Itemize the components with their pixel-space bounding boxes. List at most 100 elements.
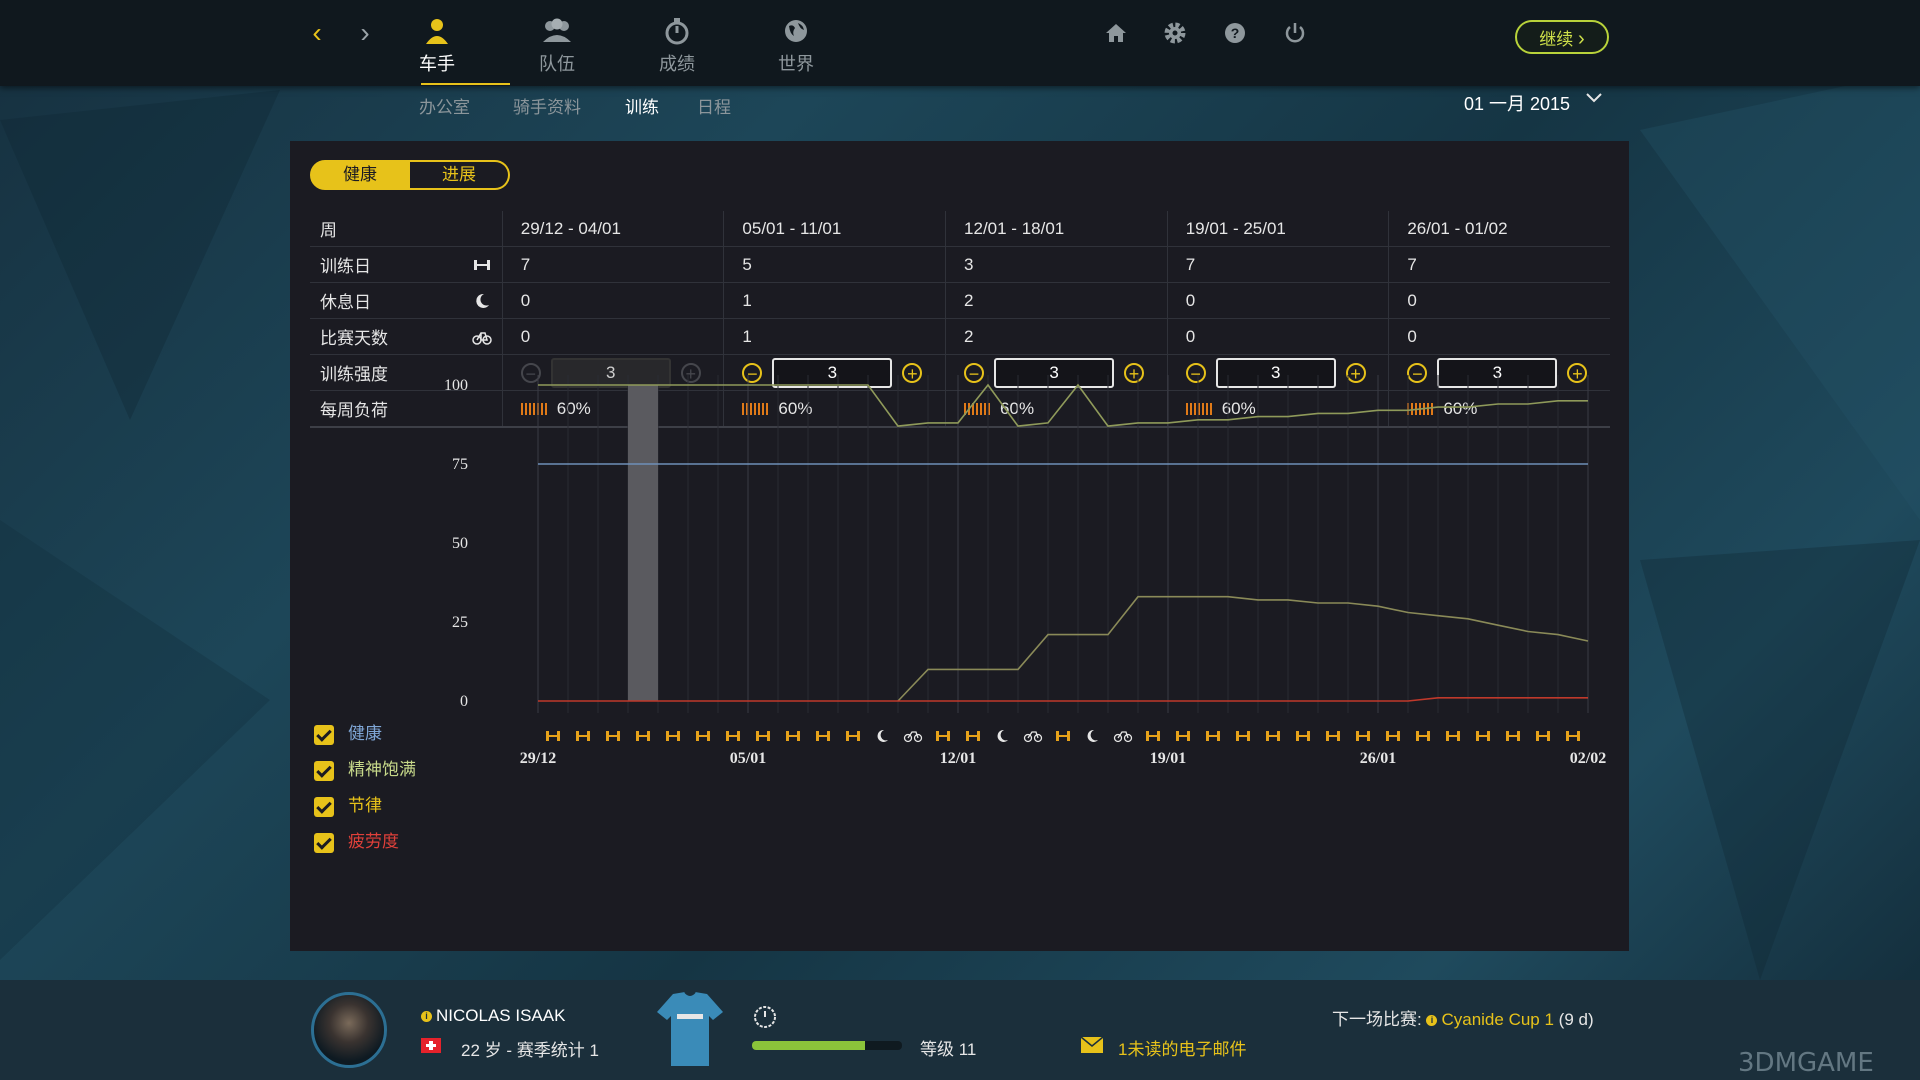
minus-icon[interactable]: − (964, 362, 985, 383)
race-days-value: 1 (723, 318, 946, 355)
active-tab-indicator (421, 83, 510, 85)
rest-days-value: 0 (501, 282, 724, 319)
dumbbell-icon (636, 731, 650, 741)
next-race-label: 下一场比赛: (1332, 1010, 1422, 1029)
rest-days-value: 0 (1388, 282, 1610, 319)
dumbbell-icon (1056, 731, 1070, 741)
plus-icon[interactable]: + (680, 362, 701, 383)
row-label-weekly-load: 每周负荷 (310, 390, 503, 428)
next-race-link[interactable]: Cyanide Cup 1 (1441, 1010, 1554, 1029)
info-icon: i (421, 1011, 432, 1023)
plus-icon[interactable]: + (1124, 362, 1145, 383)
forward-arrow-icon[interactable]: › (360, 17, 370, 48)
continue-label: 继续 (1539, 30, 1574, 49)
legend-label: 健康 (348, 724, 382, 743)
table-row: 周 29/12 - 04/01 05/01 - 11/01 12/01 - 18… (310, 211, 1610, 247)
dumbbell-icon (1266, 731, 1280, 741)
x-tick-label: 12/01 (940, 750, 976, 767)
training-days-value: 7 (1388, 246, 1610, 283)
row-label: 比赛天数 (320, 329, 388, 348)
dumbbell-icon (936, 731, 950, 741)
week-range: 12/01 - 18/01 (945, 211, 1168, 247)
race-days-value: 2 (945, 318, 1168, 355)
table-row: 每周负荷 60% 60% 60% 60% 60% (310, 390, 1610, 428)
load-value: 60% (778, 398, 813, 418)
week-range: 19/01 - 25/01 (1166, 211, 1389, 247)
moon-icon (476, 293, 489, 308)
help-icon[interactable]: ? (1222, 20, 1248, 46)
legend-label: 疲劳度 (348, 832, 399, 851)
toggle-progress[interactable]: 进展 (410, 160, 510, 190)
rider-avatar[interactable] (311, 992, 387, 1068)
minus-icon[interactable]: − (742, 362, 763, 383)
watermark-logo: 3DMGAME (1738, 1048, 1874, 1078)
minus-icon[interactable]: − (1185, 362, 1206, 383)
intensity-input[interactable]: 3 (772, 357, 893, 388)
rider-name[interactable]: i NICOLAS ISAAK (421, 1006, 565, 1026)
legend-health[interactable]: 健康 (314, 719, 382, 745)
subtab-training[interactable]: 训练 (625, 98, 659, 117)
plus-icon[interactable]: + (902, 362, 923, 383)
envelope-icon[interactable] (1080, 1036, 1104, 1054)
x-tick-label: 26/01 (1360, 750, 1396, 767)
dumbbell-icon (1476, 731, 1490, 741)
gear-icon[interactable] (1162, 20, 1188, 46)
rest-days-value: 0 (1166, 282, 1389, 319)
minus-icon[interactable]: − (520, 362, 541, 383)
back-arrow-icon[interactable]: ‹ (312, 17, 322, 48)
chevron-down-icon[interactable] (1584, 88, 1604, 108)
rider-info: 22 岁 - 赛季统计 1 (461, 1041, 599, 1060)
subtab-rider-profile[interactable]: 骑手资料 (513, 98, 581, 117)
week-range: 05/01 - 11/01 (723, 211, 946, 247)
tab-rider[interactable]: 车手 (387, 10, 487, 76)
legend-freshness[interactable]: 精神饱满 (314, 755, 416, 781)
tab-world[interactable]: 世界 (746, 10, 846, 76)
minus-icon[interactable]: − (1407, 362, 1428, 383)
dumbbell-icon (576, 731, 590, 741)
toggle-health[interactable]: 健康 (310, 160, 410, 190)
table-row: 训练日 7 5 3 7 7 (310, 246, 1610, 283)
unread-mail-link[interactable]: 1未读的电子邮件 (1118, 1040, 1247, 1059)
experience-progress-bar (752, 1041, 902, 1050)
current-date[interactable]: 01 一月 2015 (1464, 94, 1571, 114)
training-days-value: 3 (945, 246, 1168, 283)
continue-button[interactable]: 继续 › (1515, 20, 1609, 54)
intensity-cell: −3 + (1388, 354, 1610, 391)
bicycle-icon (1113, 731, 1133, 743)
load-bars-icon (1185, 403, 1214, 416)
plus-icon[interactable]: + (1345, 362, 1366, 383)
checkbox-icon (314, 760, 334, 781)
home-icon[interactable] (1103, 20, 1129, 46)
dumbbell-icon (726, 731, 740, 741)
plus-icon[interactable]: + (1567, 362, 1588, 383)
y-tick-label: 25 (452, 614, 468, 631)
rider-status-bar (0, 980, 1920, 1080)
legend-rhythm[interactable]: 节律 (314, 791, 382, 817)
intensity-input[interactable]: 3 (1437, 357, 1558, 388)
dumbbell-icon (966, 731, 980, 741)
tab-results[interactable]: 成绩 (627, 10, 727, 76)
experience-progress-fill (752, 1041, 865, 1050)
top-navigation-bar: ‹ › 车手 队伍 成绩 世界 ? 继续 › (0, 0, 1920, 86)
dumbbell-icon (1236, 731, 1250, 741)
subtab-schedule[interactable]: 日程 (697, 98, 731, 117)
dumbbell-icon (606, 731, 620, 741)
table-row: 比赛天数 0 1 2 0 0 (310, 318, 1610, 355)
intensity-input[interactable]: 3 (550, 357, 671, 388)
row-race-days: 比赛天数 (310, 318, 503, 355)
row-label: 休息日 (320, 293, 371, 312)
intensity-input[interactable]: 3 (994, 357, 1115, 388)
subtab-office[interactable]: 办公室 (419, 98, 470, 117)
row-training-days: 训练日 (310, 246, 503, 283)
x-tick-label: 05/01 (730, 750, 766, 767)
y-tick-label: 50 (452, 535, 468, 552)
dumbbell-icon (473, 260, 490, 270)
tab-team[interactable]: 队伍 (507, 10, 607, 76)
intensity-input[interactable]: 3 (1215, 357, 1336, 388)
rest-days-value: 2 (945, 282, 1168, 319)
legend-fatigue[interactable]: 疲劳度 (314, 827, 399, 853)
training-days-value: 7 (1166, 246, 1389, 283)
power-icon[interactable] (1282, 20, 1308, 46)
next-race: 下一场比赛: i Cyanide Cup 1 (9 d) (1332, 1005, 1594, 1030)
table-row: 训练强度 −3 + −3 + −3 + −3 + −3 + (310, 354, 1610, 391)
